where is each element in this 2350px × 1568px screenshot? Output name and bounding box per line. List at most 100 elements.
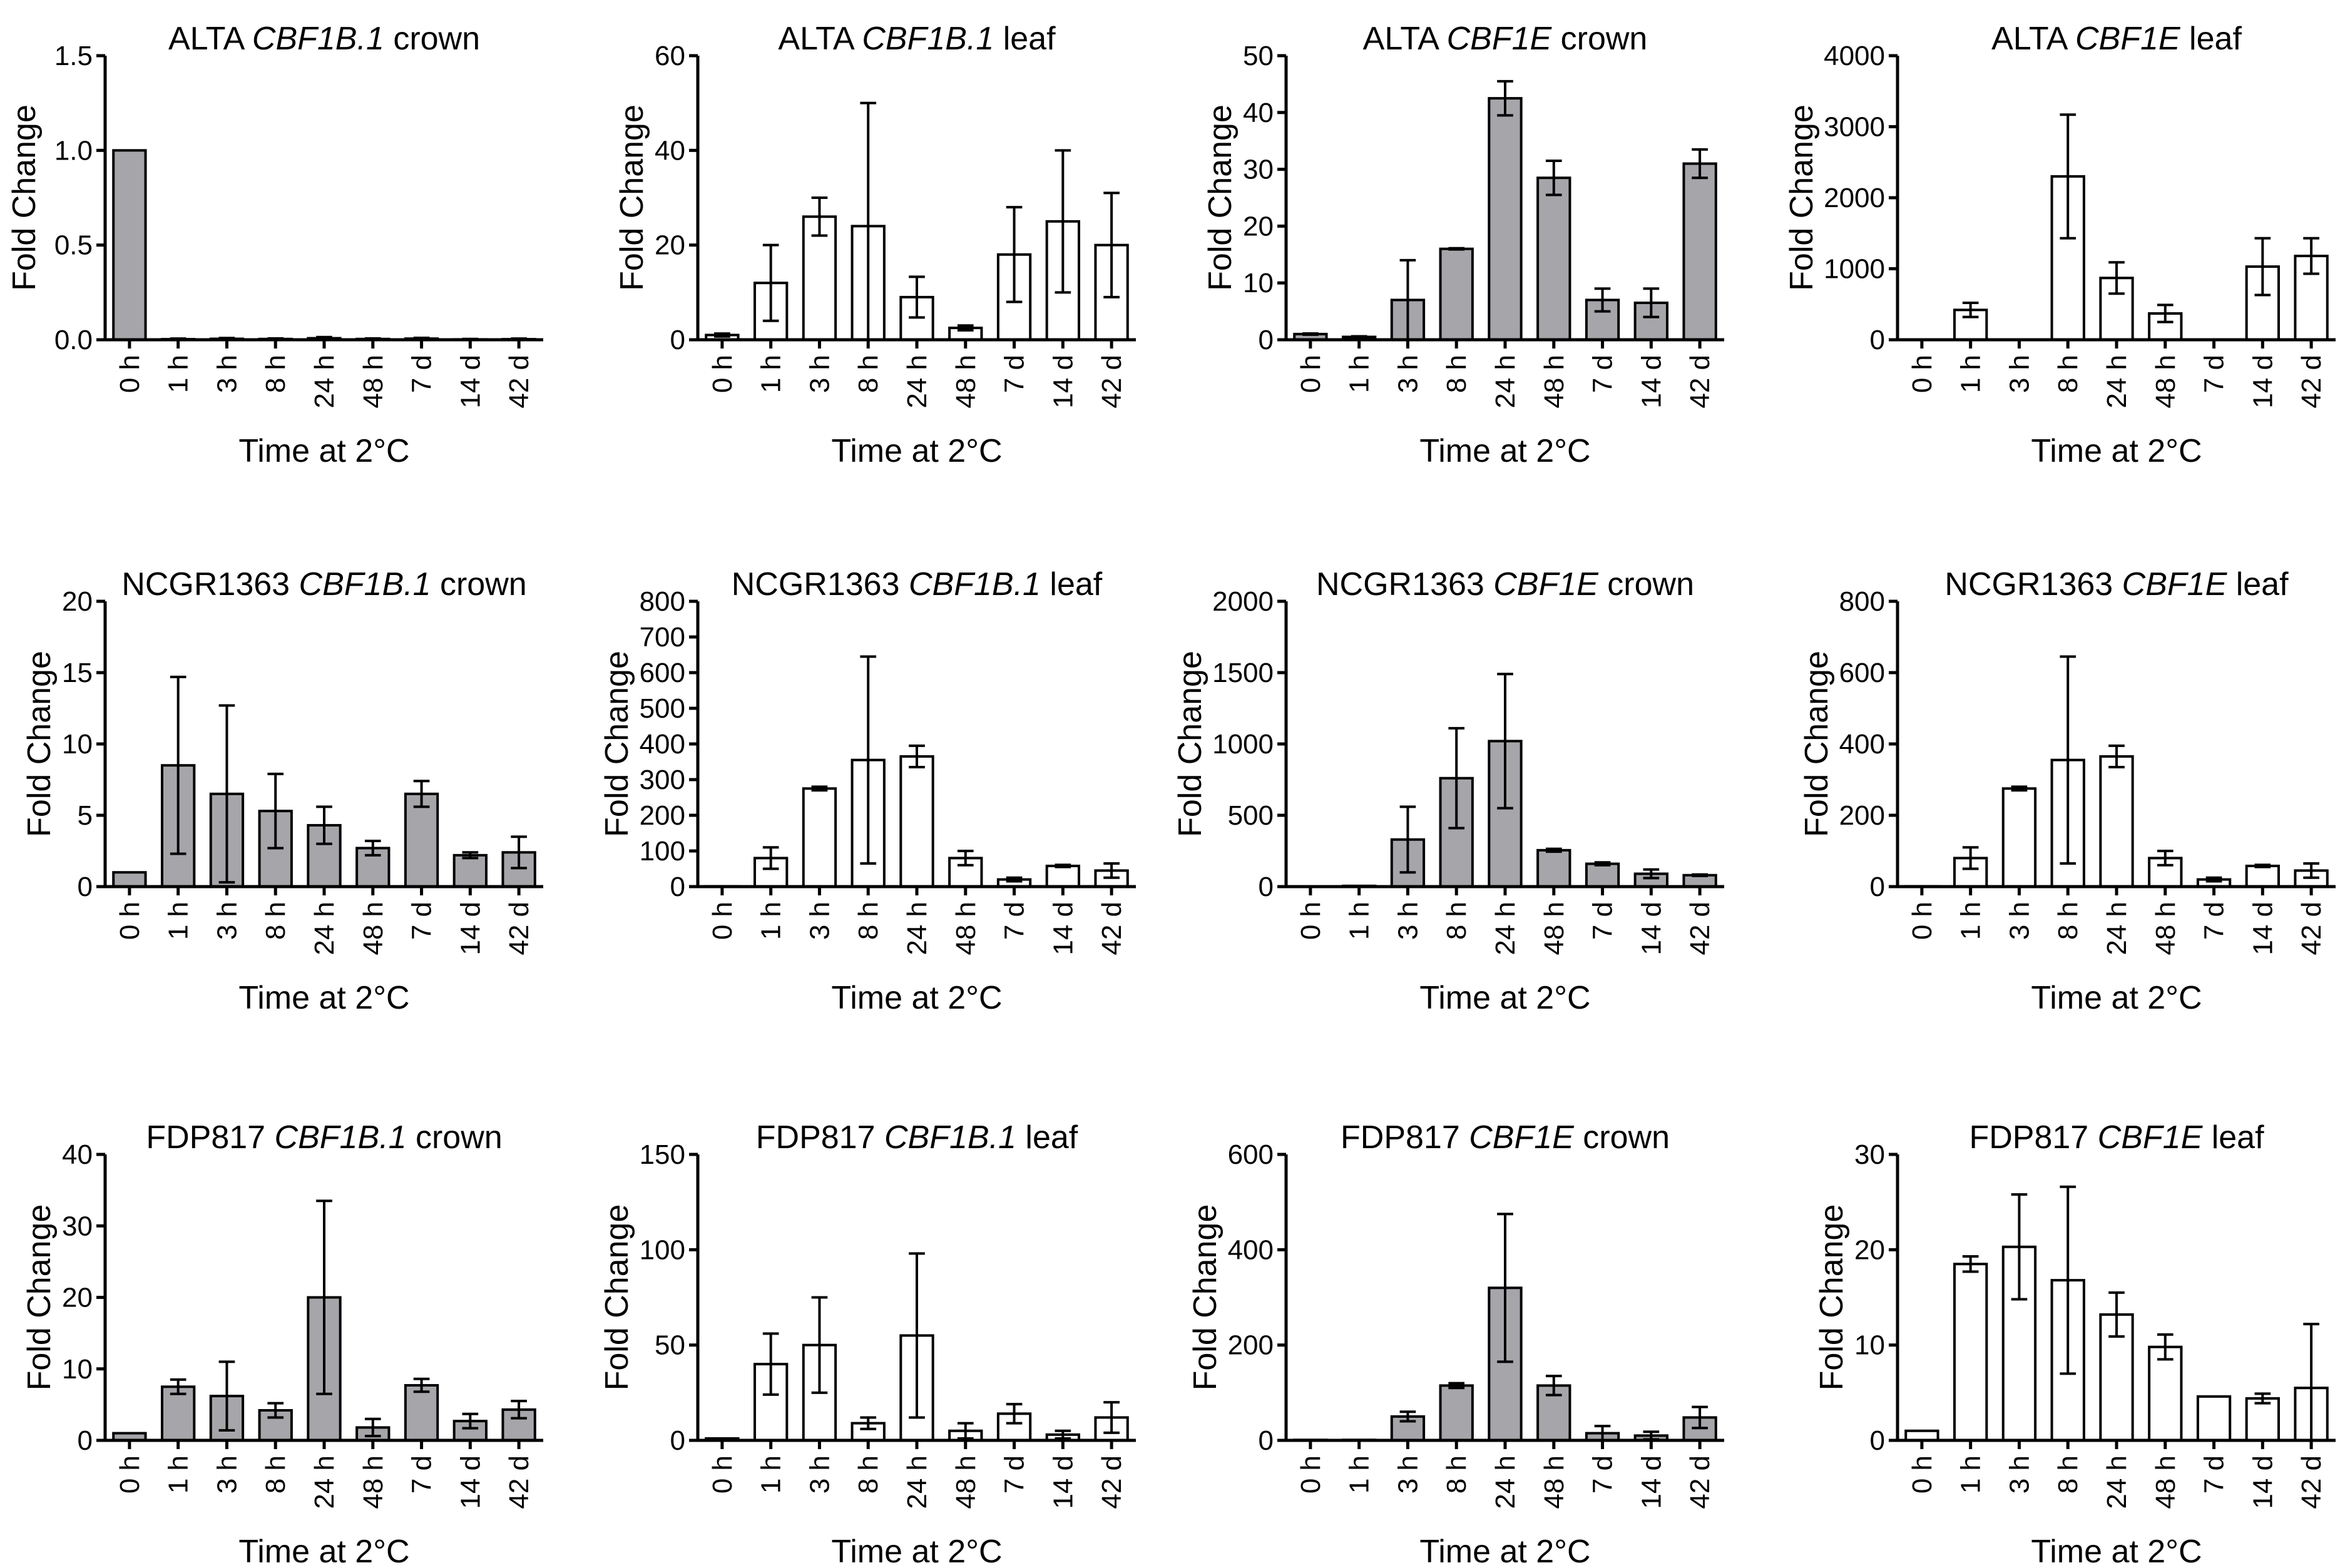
- x-tick-label: 8 h: [1441, 355, 1472, 393]
- x-tick-label: 24 h: [2102, 355, 2132, 409]
- x-tick-label: 24 h: [1490, 1455, 1521, 1509]
- title-suffix: crown: [407, 1119, 503, 1156]
- title-gene: CBF1B.1: [884, 1119, 1016, 1156]
- y-axis-label: Fold Change: [1172, 651, 1208, 837]
- x-tick-label: 3 h: [2004, 355, 2035, 393]
- title-prefix: NCGR1363: [121, 566, 299, 603]
- y-tick-label: 50: [655, 1330, 685, 1361]
- y-tick-label: 40: [655, 135, 685, 166]
- y-tick-label: 1500: [1212, 658, 1274, 688]
- title-suffix: crown: [1598, 566, 1694, 603]
- x-tick-label: 14 d: [455, 355, 486, 409]
- title-prefix: FDP817: [1341, 1119, 1469, 1156]
- bar: [2148, 1345, 2183, 1442]
- x-tick-label: 48 h: [2150, 1455, 2181, 1509]
- x-tick-label: 0 h: [707, 902, 738, 940]
- x-tick-label: 14 d: [1048, 355, 1078, 409]
- x-axis-label: Time at 2°C: [2031, 433, 2202, 469]
- y-tick-label: 20: [655, 230, 685, 261]
- y-tick-label: 40: [62, 1139, 93, 1170]
- x-axis-label: Time at 2°C: [2031, 980, 2202, 1016]
- chart-panel: FDP817 CBF1E crown 0 h 1 h 3 h 8 h 24 h 48 h 7 …: [1187, 1119, 1724, 1568]
- x-axis-label: Time at 2°C: [1419, 980, 1590, 1016]
- y-tick-label: 10: [62, 1354, 93, 1385]
- x-tick-label: 0 h: [707, 1455, 738, 1494]
- chart-panel: FDP817 CBF1B.1 crown 0 h 1 h 3 h 8 h 24 h 48 h…: [21, 1119, 543, 1568]
- chart-panel: ALTA CBF1B.1 crown 0 h 1 h 3 h 8 h 24 h 48 h 7 …: [6, 21, 543, 469]
- bar: [802, 787, 837, 888]
- x-tick-label: 3 h: [1392, 355, 1423, 393]
- title-gene: CBF1B.1: [275, 1119, 407, 1156]
- chart-panel: FDP817 CBF1E leaf 0 h 1 h 3 h 8 h 24 h 48 h 7 d…: [1814, 1119, 2336, 1568]
- title-gene: CBF1B.1: [252, 21, 384, 57]
- y-tick-label: 30: [62, 1211, 93, 1241]
- x-tick-label: 24 h: [2102, 902, 2132, 955]
- x-tick-label: 48 h: [358, 902, 389, 955]
- x-tick-label: 14 d: [2247, 355, 2278, 409]
- title-suffix: leaf: [2180, 21, 2242, 57]
- x-tick-label: 3 h: [2004, 1455, 2035, 1494]
- x-tick-label: 3 h: [804, 1455, 835, 1494]
- x-tick-label: 14 d: [1636, 1455, 1667, 1509]
- y-tick-label: 1.0: [54, 135, 93, 166]
- x-tick-label: 1 h: [756, 902, 787, 940]
- x-tick-label: 48 h: [1539, 355, 1570, 409]
- y-tick-label: 15: [62, 658, 93, 688]
- x-tick-label: 42 d: [2296, 1455, 2327, 1509]
- y-tick-label: 100: [640, 1235, 685, 1265]
- x-tick-label: 1 h: [1956, 1455, 1986, 1494]
- x-tick-label: 8 h: [1441, 902, 1472, 940]
- x-tick-label: 8 h: [853, 902, 884, 940]
- x-tick-label: 48 h: [1539, 902, 1570, 955]
- bar: [2245, 1397, 2281, 1442]
- bar: [2196, 1395, 2232, 1442]
- title-prefix: ALTA: [168, 21, 252, 57]
- title-suffix: leaf: [994, 21, 1056, 57]
- y-axis-label: Fold Change: [599, 1204, 635, 1391]
- x-tick-label: 24 h: [902, 355, 932, 409]
- title-gene: CBF1E: [2075, 21, 2181, 57]
- x-tick-label: 48 h: [951, 902, 981, 955]
- chart-panel: NCGR1363 CBF1B.1 leaf 0 h 1 h 3 h 8 h 24 h 48 …: [599, 566, 1136, 1016]
- y-axis-label: Fold Change: [1814, 1204, 1850, 1391]
- title-gene: CBF1E: [1469, 1119, 1575, 1156]
- x-tick-label: 3 h: [212, 1455, 242, 1494]
- x-tick-label: 0 h: [707, 355, 738, 393]
- panel-title: ALTA CBF1B.1 leaf: [778, 21, 1056, 57]
- bar: [2245, 864, 2281, 888]
- x-axis-label: Time at 2°C: [1419, 1534, 1590, 1568]
- y-tick-label: 500: [1228, 800, 1274, 831]
- y-tick-label: 0: [1870, 872, 1885, 902]
- title-prefix: FDP817: [146, 1119, 274, 1156]
- bar: [501, 851, 536, 888]
- x-tick-label: 7 d: [407, 1455, 437, 1494]
- y-axis-label: Fold Change: [21, 1204, 58, 1391]
- x-tick-label: 42 d: [1096, 355, 1127, 409]
- x-tick-label: 8 h: [2053, 1455, 2083, 1494]
- panel-title: ALTA CBF1B.1 crown: [168, 21, 480, 57]
- y-tick-label: 1000: [1824, 254, 1885, 285]
- x-tick-label: 14 d: [1636, 355, 1667, 409]
- title-prefix: ALTA: [1363, 21, 1447, 57]
- x-tick-label: 1 h: [756, 1455, 787, 1494]
- y-tick-label: 20: [1854, 1235, 1885, 1265]
- title-prefix: NCGR1363: [732, 566, 909, 603]
- y-tick-label: 400: [640, 729, 685, 760]
- y-tick-label: 500: [640, 693, 685, 724]
- x-tick-label: 8 h: [260, 902, 291, 940]
- y-tick-label: 3000: [1824, 112, 1885, 143]
- y-tick-label: 200: [1839, 800, 1885, 831]
- bar: [1488, 97, 1523, 341]
- title-prefix: FDP817: [1969, 1119, 2097, 1156]
- x-tick-label: 1 h: [1956, 355, 1986, 393]
- x-tick-label: 42 d: [504, 902, 534, 955]
- y-tick-label: 400: [1839, 729, 1885, 760]
- y-tick-label: 60: [655, 41, 685, 71]
- bar: [1585, 862, 1620, 888]
- y-tick-label: 100: [640, 836, 685, 867]
- x-tick-label: 24 h: [309, 1455, 340, 1509]
- y-tick-label: 150: [640, 1139, 685, 1170]
- bar: [899, 755, 934, 888]
- x-tick-label: 42 d: [1096, 902, 1127, 955]
- chart-panel: NCGR1363 CBF1B.1 crown 0 h 1 h 3 h 8 h 24 h 48…: [21, 566, 543, 1016]
